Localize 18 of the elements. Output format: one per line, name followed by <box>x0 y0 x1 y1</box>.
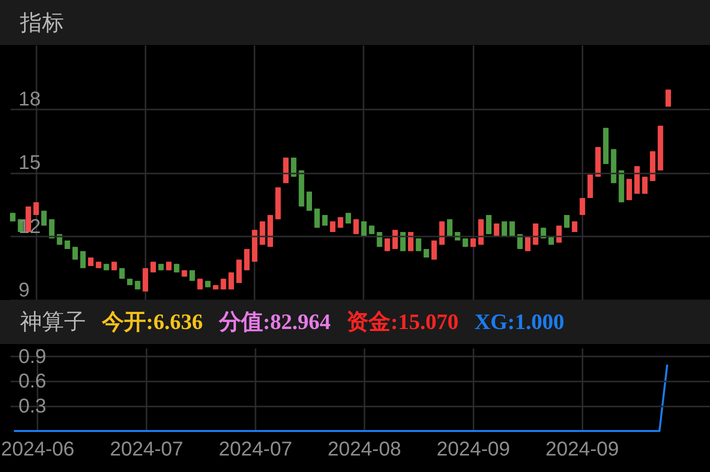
y-tick-label: 0.9 <box>18 346 46 368</box>
x-tick-label: 2024-07 <box>110 438 184 460</box>
y-tick-label: 18 <box>18 88 41 110</box>
y-tick-label: 0.3 <box>18 396 46 418</box>
chart-title: 神算子 <box>20 308 86 336</box>
text: 资金:15.070 <box>346 308 458 336</box>
text: 今开:6.636 <box>102 308 203 336</box>
x-tick-label: 2024-06 <box>1 438 74 460</box>
x-tick-label: 2024-08 <box>328 438 402 460</box>
x-tick-label: 2024-07 <box>218 438 292 460</box>
y-tick-label: 0.6 <box>18 370 46 393</box>
text: XG:1.000 <box>474 309 564 335</box>
x-tick-label: 2024-09 <box>545 438 619 460</box>
y-tick-label: 15 <box>18 152 41 174</box>
text: 分值:82.964 <box>218 308 331 336</box>
chart-title: 指标 <box>20 8 64 36</box>
y-tick-label: 9 <box>18 280 30 302</box>
x-tick-label: 2024-09 <box>436 438 510 460</box>
